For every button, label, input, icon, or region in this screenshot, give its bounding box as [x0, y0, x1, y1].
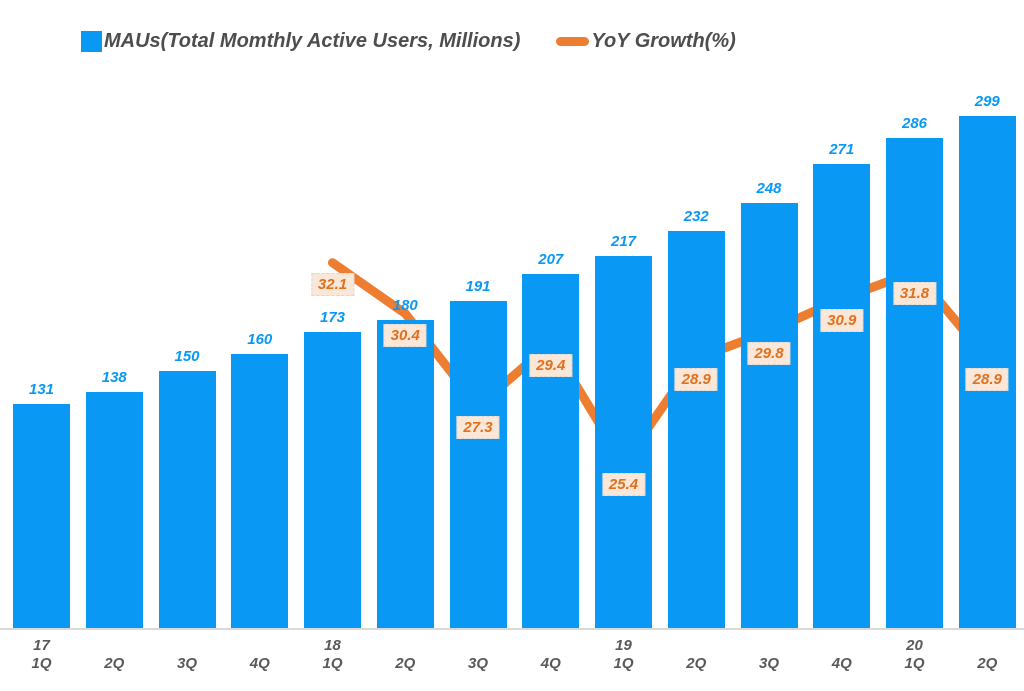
bar-181Q: [304, 331, 361, 628]
line-point-label: 30.4: [383, 323, 427, 347]
bar-2Q: [667, 230, 725, 628]
x-axis-line: [0, 628, 1024, 630]
x-axis-label: 4Q: [224, 637, 296, 673]
x-axis-quarter-label: 3Q: [176, 655, 197, 672]
bar-value-label: 131: [28, 380, 55, 398]
x-axis-label: 2Q: [78, 637, 150, 673]
x-axis-year-label: [515, 637, 587, 655]
bar-value-label: 191: [465, 277, 491, 295]
bar-value-label: 286: [901, 115, 928, 133]
line-point-label: 31.8: [892, 281, 937, 305]
line-point-label: 27.3: [456, 416, 500, 440]
line-point-label: 30.9: [820, 308, 864, 332]
x-axis-year-label: 20: [906, 637, 923, 654]
x-axis-year-label: 18: [324, 637, 341, 654]
bar-series-swatch-icon: [81, 31, 102, 52]
bar-171Q: [13, 403, 70, 628]
bar-value-label: 207: [538, 250, 564, 268]
x-axis-label: 18 1Q: [297, 637, 369, 673]
line-series-swatch-icon: [556, 37, 590, 46]
x-axis-label: 3Q: [151, 637, 223, 673]
bar-series-legend-label: MAUs(Total Momthly Active Users, Million…: [104, 30, 521, 52]
x-axis-year-label: 17: [33, 637, 50, 654]
bar-value-label: 173: [319, 308, 346, 326]
bar-4Q: [231, 354, 289, 628]
line-point-label: 32.1: [310, 272, 355, 296]
x-axis-label: 3Q: [733, 637, 805, 673]
x-axis-label: 3Q: [442, 637, 514, 673]
bar-value-label: 248: [756, 180, 782, 198]
bar-4Q: [522, 273, 580, 628]
x-axis-quarter-label: 2Q: [977, 655, 998, 672]
x-axis-label: 4Q: [515, 637, 587, 673]
x-axis-label: 20 1Q: [879, 637, 951, 673]
x-axis-year-label: [442, 637, 514, 655]
bar-2Q: [376, 319, 434, 628]
line-point-label: 28.9: [965, 368, 1009, 392]
bar-3Q: [158, 371, 216, 628]
x-axis-label: 2Q: [369, 637, 441, 673]
x-axis-label: 17 1Q: [6, 637, 78, 673]
bar-value-label: 160: [247, 331, 273, 348]
legend: MAUs(Total Momthly Active Users, Million…: [81, 30, 736, 53]
x-axis-quarter-label: 1Q: [322, 655, 343, 672]
bar-3Q: [740, 203, 798, 628]
line-point-label: 29.8: [747, 341, 791, 365]
x-axis-quarter-label: 1Q: [31, 655, 52, 672]
bar-191Q: [595, 256, 652, 628]
x-axis-quarter-label: 3Q: [758, 655, 779, 672]
bar-2Q: [85, 391, 143, 628]
x-axis-year-label: [224, 637, 296, 655]
x-axis-year-label: [951, 637, 1023, 655]
x-axis-year-label: [369, 637, 441, 655]
bar-value-label: 271: [829, 140, 855, 158]
x-axis-label: 19 1Q: [588, 637, 660, 673]
bar-value-label: 299: [974, 92, 1000, 110]
x-axis-quarter-label: 2Q: [686, 655, 707, 672]
line-point-label: 28.9: [674, 368, 718, 392]
x-axis-quarter-label: 2Q: [395, 655, 416, 672]
x-axis-quarter-label: 3Q: [467, 655, 488, 672]
bar-value-label: 138: [101, 368, 127, 386]
bar-value-label: 150: [174, 348, 200, 366]
bar-value-label: 232: [683, 207, 709, 225]
x-axis-label: 2Q: [951, 637, 1023, 673]
x-axis-year-label: [151, 637, 223, 655]
bar-201Q: [886, 138, 943, 628]
line-series-legend-label: YoY Growth(%): [591, 30, 736, 52]
bar-value-label: 180: [392, 296, 418, 314]
x-axis-year-label: 19: [615, 637, 632, 654]
bar-3Q: [449, 300, 507, 628]
line-point-label: 25.4: [601, 473, 646, 497]
x-axis-year-label: [660, 637, 732, 655]
x-axis-quarter-label: 4Q: [831, 655, 852, 672]
x-axis-quarter-label: 4Q: [540, 655, 561, 672]
x-axis-label: 2Q: [660, 637, 732, 673]
x-axis-year-label: [733, 637, 805, 655]
x-axis-label: 4Q: [806, 637, 878, 673]
line-point-label: 29.4: [529, 353, 573, 377]
x-axis-quarter-label: 2Q: [104, 655, 125, 672]
x-axis-quarter-label: 4Q: [249, 655, 270, 672]
x-axis-quarter-label: 1Q: [904, 655, 925, 672]
x-axis-quarter-label: 1Q: [613, 655, 634, 672]
x-axis-year-label: [78, 637, 150, 655]
x-axis-year-label: [806, 637, 878, 655]
bar-value-label: 217: [610, 233, 637, 251]
bar-4Q: [813, 163, 871, 628]
